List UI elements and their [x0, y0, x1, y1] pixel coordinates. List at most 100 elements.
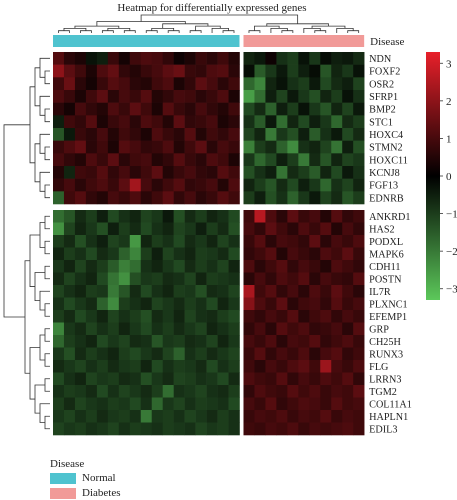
heatmap-cell	[287, 247, 299, 261]
heatmap-cell	[353, 397, 365, 411]
heatmap-cell	[173, 235, 185, 248]
heatmap-cell	[195, 272, 207, 286]
heatmap-cell	[206, 335, 218, 348]
heatmap-cell	[53, 385, 65, 398]
heatmap-cell	[74, 64, 87, 78]
heatmap-cell	[287, 360, 299, 373]
heatmap-cell	[173, 422, 185, 436]
heatmap-cell	[118, 153, 131, 167]
dendrogram-line	[39, 222, 45, 248]
heatmap-cell	[320, 64, 332, 78]
heatmap-cell	[243, 102, 255, 116]
heatmap-cell	[107, 102, 120, 116]
heatmap-cell	[265, 385, 277, 398]
heatmap-cell	[228, 310, 240, 323]
heatmap-cell	[151, 422, 163, 436]
heatmap-cell	[162, 235, 174, 248]
heatmap-cell	[331, 140, 343, 154]
heatmap-cell	[243, 115, 255, 129]
heatmap-cell	[342, 153, 354, 167]
heatmap-cell	[206, 297, 218, 311]
heatmap-cell	[217, 166, 229, 179]
heatmap-cell	[53, 115, 65, 129]
dendrogram-line	[44, 303, 50, 317]
heatmap-cell	[298, 52, 310, 65]
heatmap-cell	[184, 128, 196, 141]
heatmap-cell	[195, 191, 207, 205]
heatmap-cell	[184, 260, 196, 273]
heatmap-cell	[107, 335, 120, 348]
heatmap-cell	[276, 140, 288, 154]
heatmap-cell	[331, 297, 343, 311]
heatmap-cell	[140, 102, 153, 116]
heatmap-cell	[85, 272, 98, 286]
heatmap-cell	[162, 178, 174, 192]
heatmap-cell	[287, 422, 299, 436]
heatmap-cell	[74, 235, 87, 248]
heatmap-cell	[298, 222, 310, 236]
heatmap-cell	[265, 360, 277, 373]
heatmap-cell	[140, 210, 153, 223]
heatmap-cell	[107, 397, 120, 411]
heatmap-cell	[320, 297, 332, 311]
heatmap-cell	[184, 210, 196, 223]
heatmap-cell	[96, 210, 109, 223]
heatmap-cell	[96, 77, 109, 91]
heatmap-cell	[265, 191, 277, 205]
heatmap-cell	[353, 102, 365, 116]
heatmap-cell	[206, 247, 218, 261]
heatmap-cell	[276, 385, 288, 398]
heatmap-cell	[118, 191, 131, 205]
heatmap-cell	[217, 410, 229, 423]
heatmap-cell	[265, 322, 277, 336]
heatmap-cell	[331, 310, 343, 323]
heatmap-cell	[129, 410, 142, 423]
heatmap-cell	[342, 210, 354, 223]
heatmap-cell	[53, 77, 65, 91]
heatmap-cell	[118, 115, 131, 129]
heatmap-cell	[287, 272, 299, 286]
heatmap-cell	[63, 52, 76, 65]
dendrogram-line	[44, 108, 50, 123]
heatmap-cell	[195, 322, 207, 336]
heatmap-cell	[206, 385, 218, 398]
heatmap-cell	[129, 272, 142, 286]
heatmap-cell	[265, 310, 277, 323]
heatmap-cell	[151, 285, 163, 298]
heatmap-cell	[74, 178, 87, 192]
heatmap-cell	[107, 77, 120, 91]
colorbar-tick-label: 0	[446, 171, 452, 183]
heatmap-cell	[309, 310, 321, 323]
heatmap-cell	[129, 347, 142, 361]
heatmap-cell	[331, 64, 343, 78]
heatmap-cell	[265, 422, 277, 436]
heatmap-cell	[63, 422, 76, 436]
heatmap-cell	[151, 322, 163, 336]
heatmap-cell	[320, 235, 332, 248]
heatmap-cell	[254, 128, 266, 141]
heatmap-cell	[287, 285, 299, 298]
heatmap-cell	[287, 385, 299, 398]
heatmap-cell	[151, 310, 163, 323]
heatmap-cell	[53, 191, 65, 205]
heatmap-cell	[74, 322, 87, 336]
heatmap-cell	[195, 347, 207, 361]
heatmap-cell	[85, 210, 98, 223]
heatmap-cell	[53, 335, 65, 348]
heatmap-cell	[309, 115, 321, 129]
heatmap-cell	[353, 178, 365, 192]
heatmap-cell	[195, 410, 207, 423]
heatmap-cell	[74, 247, 87, 261]
heatmap-cell	[63, 385, 76, 398]
heatmap-cell	[63, 90, 76, 103]
heatmap-cell	[129, 310, 142, 323]
heatmap-cell	[243, 153, 255, 167]
heatmap-cell	[85, 52, 98, 65]
heatmap-cell	[195, 422, 207, 436]
heatmap-cell	[276, 235, 288, 248]
heatmap-cell	[243, 52, 255, 65]
dendrogram-root	[3, 124, 30, 318]
heatmap-cell	[162, 260, 174, 273]
heatmap-cell	[206, 410, 218, 423]
heatmap-cell	[63, 128, 76, 141]
